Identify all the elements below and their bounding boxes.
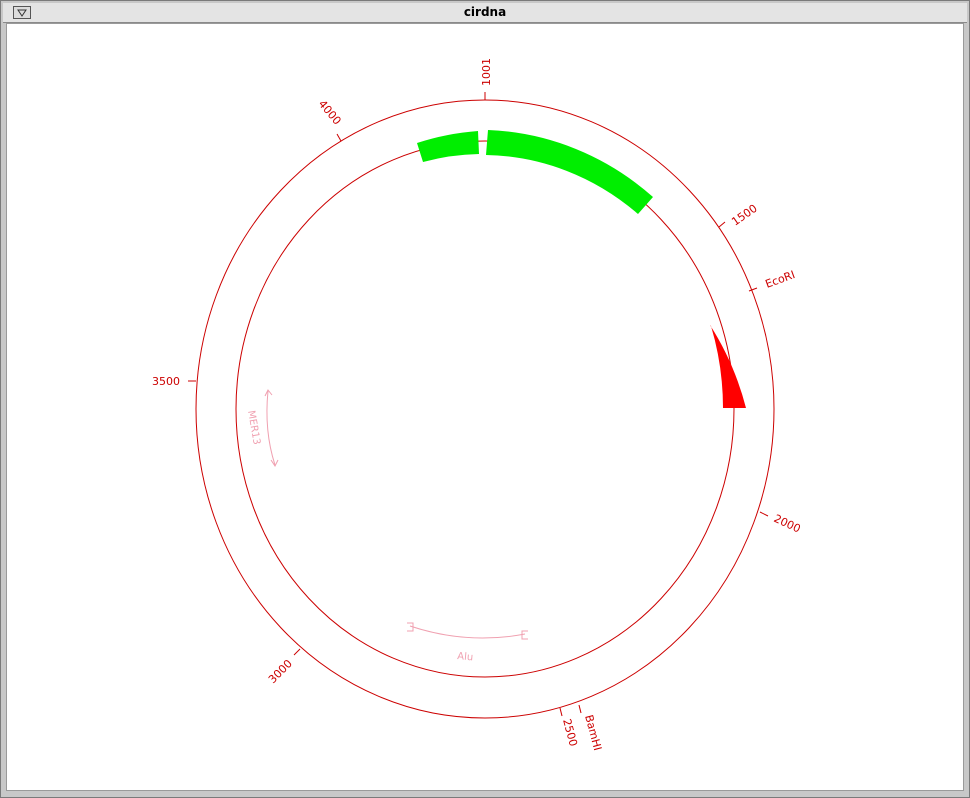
inner-circle <box>235 140 735 678</box>
tick-2000 <box>759 511 769 517</box>
tick-label-1500: 1500 <box>729 202 759 229</box>
red-block <box>710 325 746 408</box>
tick-label-2000: 2000 <box>772 512 803 536</box>
tick-bamhi <box>578 704 582 714</box>
outer-circle <box>195 99 775 719</box>
alu-right-bracket <box>521 630 528 640</box>
site-label-bamhi: BamHI <box>582 713 604 752</box>
feature-label-alu: Alu <box>457 651 474 663</box>
plot-canvas <box>6 23 964 791</box>
tick-2500 <box>559 707 563 717</box>
alu-feature-arc <box>409 625 526 639</box>
tick-label-4000: 4000 <box>316 98 344 128</box>
mer13-feature-arc <box>266 390 276 466</box>
tick-label-3000: 3000 <box>266 657 295 686</box>
alu-left-bracket <box>407 622 414 632</box>
green-block-2 <box>486 130 653 214</box>
tick-ecori <box>748 287 758 292</box>
triangle-down-icon <box>17 9 27 17</box>
mer13-arrow-bottom <box>270 459 279 467</box>
tick-label-1001: 1001 <box>480 58 493 86</box>
tick-1500 <box>718 221 726 228</box>
green-block-1 <box>417 131 479 162</box>
tick-4000 <box>336 133 342 142</box>
feature-label-mer13: MER13 <box>245 410 262 446</box>
tick-label-3500: 3500 <box>152 375 180 388</box>
window-menu-button[interactable] <box>13 6 31 19</box>
tick-label-2500: 2500 <box>560 717 580 747</box>
tick-3000 <box>293 648 301 656</box>
window-title: cirdna <box>463 5 507 19</box>
mer13-arrow-top <box>264 389 273 397</box>
title-bar: cirdna <box>3 3 967 23</box>
site-label-ecori: EcoRI <box>764 268 797 291</box>
